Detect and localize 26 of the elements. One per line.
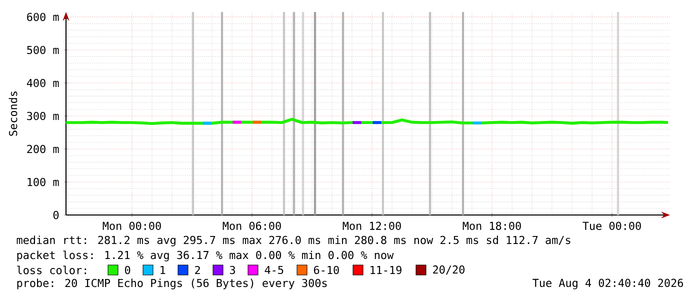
legend-title: loss color:	[17, 266, 86, 274]
y-tick-label: 300 m	[27, 112, 59, 120]
text: probe: 20 ICMP Echo Pings (56 Bytes) every 300s	[17, 278, 327, 290]
y-tick-label: 600 m	[27, 12, 59, 22]
legend-label: 11-19	[370, 266, 402, 274]
legend-label: 0	[124, 266, 130, 274]
y-axis-title: Seconds	[8, 92, 18, 136]
legend-label: 2	[195, 266, 200, 274]
x-tick-label: Mon 06:00	[222, 222, 281, 230]
legend-label: 4-5	[264, 266, 284, 274]
y-tick-label: 100 m	[28, 178, 59, 186]
text: median rtt: 281.2 ms avg 295.7 ms max 276.0 ms min 280.8 ms now 2.5 ms sd 112.7 am/s	[16, 236, 570, 246]
legend-label: 1	[160, 266, 166, 274]
x-tick-label: Mon 18:00	[462, 222, 521, 230]
text: Tue Aug 4 02:40:40 2026	[532, 278, 684, 290]
x-tick-label: Mon 12:00	[342, 222, 401, 230]
x-tick-label: Mon 00:00	[102, 222, 161, 230]
legend-label: 3	[230, 266, 236, 274]
legend-label: 6-10	[314, 266, 339, 274]
x-tick-label: Tue 00:00	[582, 222, 641, 230]
y-tick-label: 500 m	[27, 46, 59, 54]
y-tick-label: 0	[53, 210, 59, 220]
y-tick-label: 400 m	[26, 78, 59, 88]
text: packet loss: 1.21 % avg 36.17 % max 0.00 % min 0.00 % now	[17, 250, 394, 262]
y-tick-label: 200 m	[27, 144, 59, 154]
legend-label: 20/20	[433, 265, 464, 275]
